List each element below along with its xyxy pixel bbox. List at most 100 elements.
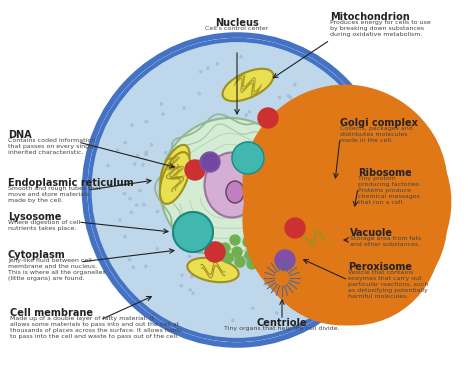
Text: Lysosome: Lysosome bbox=[8, 212, 61, 222]
Circle shape bbox=[272, 183, 274, 186]
Circle shape bbox=[216, 169, 218, 171]
Circle shape bbox=[249, 171, 251, 173]
Circle shape bbox=[189, 243, 191, 245]
Circle shape bbox=[235, 204, 237, 206]
Text: Vesicle that contains
enzymes that carry out
particular reactions, such
as detox: Vesicle that contains enzymes that carry… bbox=[348, 270, 428, 299]
Text: Tiny protein
producing factories.
Proteins produce
chemical messages
that run a : Tiny protein producing factories. Protei… bbox=[358, 176, 421, 205]
Circle shape bbox=[365, 155, 368, 158]
Circle shape bbox=[185, 160, 205, 180]
Circle shape bbox=[232, 142, 264, 174]
Circle shape bbox=[216, 63, 219, 65]
Circle shape bbox=[364, 211, 366, 213]
Text: Peroxisome: Peroxisome bbox=[348, 262, 412, 272]
Circle shape bbox=[199, 200, 201, 202]
Text: Vacuole: Vacuole bbox=[350, 228, 393, 238]
Circle shape bbox=[264, 284, 266, 286]
Circle shape bbox=[340, 162, 342, 165]
Text: Centriole: Centriole bbox=[257, 318, 307, 328]
Circle shape bbox=[116, 149, 118, 152]
Circle shape bbox=[181, 274, 183, 276]
Circle shape bbox=[273, 195, 275, 197]
Circle shape bbox=[224, 157, 227, 159]
Circle shape bbox=[251, 190, 254, 193]
Circle shape bbox=[190, 174, 192, 177]
Circle shape bbox=[191, 141, 193, 144]
Circle shape bbox=[199, 182, 201, 185]
Circle shape bbox=[292, 186, 295, 189]
Circle shape bbox=[242, 127, 245, 129]
Circle shape bbox=[245, 114, 247, 116]
Circle shape bbox=[238, 194, 240, 197]
Circle shape bbox=[183, 107, 185, 109]
Ellipse shape bbox=[90, 40, 384, 340]
Circle shape bbox=[123, 193, 126, 195]
Circle shape bbox=[296, 303, 299, 305]
Text: Nucleus: Nucleus bbox=[215, 18, 259, 28]
Text: Storage area from fats
and other substances.: Storage area from fats and other substan… bbox=[350, 237, 421, 247]
Circle shape bbox=[266, 153, 269, 155]
Text: Produces energy for cells to use
by breaking down substances
during oxidative me: Produces energy for cells to use by brea… bbox=[330, 20, 431, 37]
Circle shape bbox=[124, 235, 126, 238]
Circle shape bbox=[132, 266, 135, 268]
Circle shape bbox=[275, 250, 295, 270]
Circle shape bbox=[145, 120, 147, 123]
Circle shape bbox=[322, 89, 324, 92]
Circle shape bbox=[316, 277, 319, 279]
Circle shape bbox=[260, 253, 262, 255]
Text: DNA: DNA bbox=[8, 130, 32, 140]
Circle shape bbox=[164, 152, 167, 154]
Ellipse shape bbox=[222, 69, 273, 101]
Circle shape bbox=[329, 156, 332, 158]
Circle shape bbox=[124, 141, 127, 144]
Circle shape bbox=[320, 194, 323, 197]
Circle shape bbox=[220, 190, 222, 192]
Circle shape bbox=[213, 129, 216, 132]
Circle shape bbox=[245, 250, 255, 260]
Text: Cell membrane: Cell membrane bbox=[10, 308, 93, 318]
Circle shape bbox=[348, 181, 350, 183]
Circle shape bbox=[278, 96, 281, 99]
Circle shape bbox=[325, 215, 327, 217]
Circle shape bbox=[232, 319, 234, 321]
Circle shape bbox=[156, 210, 159, 213]
Circle shape bbox=[213, 213, 216, 215]
Circle shape bbox=[200, 152, 220, 172]
Circle shape bbox=[118, 218, 121, 221]
Circle shape bbox=[162, 113, 164, 115]
Circle shape bbox=[243, 237, 253, 247]
Circle shape bbox=[131, 124, 133, 126]
Circle shape bbox=[180, 285, 182, 287]
Text: Endoplasmic reticulum: Endoplasmic reticulum bbox=[8, 178, 134, 188]
Circle shape bbox=[334, 244, 336, 247]
Text: Smooth and rough tubes that
move and store materials
made by the cell.: Smooth and rough tubes that move and sto… bbox=[8, 186, 101, 203]
Circle shape bbox=[257, 127, 260, 129]
Circle shape bbox=[226, 204, 228, 206]
Circle shape bbox=[307, 137, 309, 139]
Circle shape bbox=[145, 151, 147, 153]
Circle shape bbox=[295, 213, 297, 216]
Circle shape bbox=[219, 120, 221, 123]
Circle shape bbox=[233, 173, 236, 175]
Circle shape bbox=[299, 208, 301, 211]
Circle shape bbox=[267, 220, 270, 223]
Circle shape bbox=[160, 103, 163, 105]
Text: Contains coded information
that passes on every single
inherited characteristic.: Contains coded information that passes o… bbox=[8, 138, 95, 155]
Circle shape bbox=[264, 139, 267, 142]
Circle shape bbox=[257, 166, 260, 168]
Circle shape bbox=[273, 259, 275, 262]
Circle shape bbox=[242, 187, 244, 189]
Circle shape bbox=[270, 279, 272, 281]
Circle shape bbox=[253, 143, 255, 146]
Circle shape bbox=[183, 202, 186, 205]
Circle shape bbox=[236, 197, 238, 200]
Circle shape bbox=[280, 209, 282, 212]
Ellipse shape bbox=[160, 152, 190, 204]
Circle shape bbox=[305, 249, 308, 252]
Ellipse shape bbox=[226, 181, 244, 203]
Circle shape bbox=[234, 211, 237, 213]
Circle shape bbox=[202, 206, 205, 208]
Circle shape bbox=[259, 263, 269, 273]
Circle shape bbox=[255, 239, 265, 249]
Circle shape bbox=[212, 219, 215, 222]
Circle shape bbox=[265, 155, 268, 157]
